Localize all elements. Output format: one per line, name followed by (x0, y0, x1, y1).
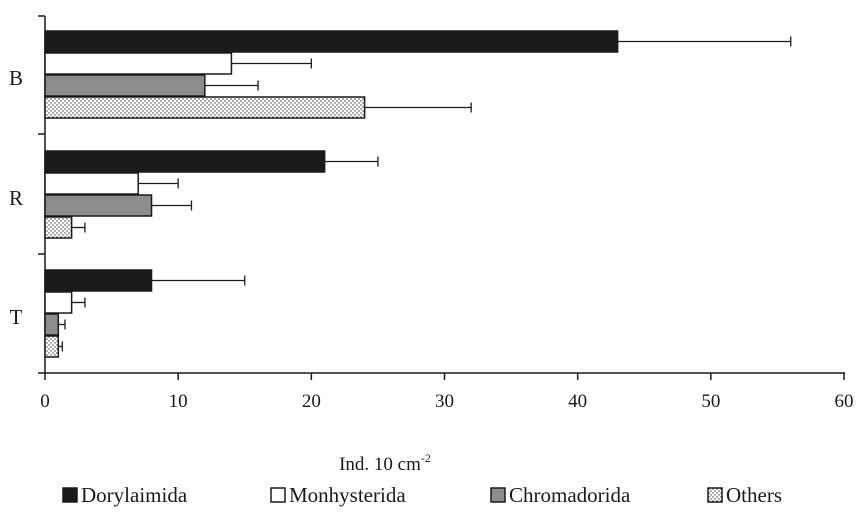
category-label-T: T (10, 305, 23, 329)
bar-monhysterida-T (44, 291, 73, 314)
x-tick-label: 40 (568, 391, 587, 412)
x-tick-label: 10 (169, 391, 188, 412)
x-tick-label: 30 (435, 391, 454, 412)
bar-chromadorida-B (44, 74, 206, 97)
legend-label-chromadorida: Chromadorida (509, 483, 631, 507)
bar-dorylaimida-R (44, 150, 326, 173)
bar-others-B (44, 96, 366, 119)
bar-others-T (44, 335, 60, 358)
legend-swatch-monhysterida (270, 487, 286, 503)
bar-others-R (44, 216, 73, 239)
x-axis-title: Ind. 10 cm-2 (339, 451, 431, 475)
legend: Dorylaimida Monhysterida Chromadorida Other… (62, 483, 782, 507)
bar-dorylaimida-T (44, 269, 153, 292)
x-tick-label: 20 (302, 391, 321, 412)
category-label-R: R (9, 186, 23, 210)
legend-label-monhysterida: Monhysterida (289, 483, 406, 507)
legend-swatch-chromadorida (490, 487, 506, 503)
x-tick-label: 60 (835, 391, 854, 412)
bar-chromadorida-R (44, 194, 153, 217)
bar-monhysterida-R (44, 172, 139, 195)
legend-swatch-others (707, 487, 723, 503)
legend-label-dorylaimida: Dorylaimida (81, 483, 188, 507)
x-axis-title-superscript: -2 (421, 451, 431, 465)
x-tick-label: 0 (40, 391, 50, 412)
plot-area: 0 10 20 30 40 50 60 B R T (9, 15, 854, 412)
bar-dorylaimida-B (44, 30, 619, 53)
bar-monhysterida-B (44, 52, 233, 75)
x-tick-label: 50 (701, 391, 720, 412)
legend-label-others: Others (726, 483, 782, 507)
legend-swatch-dorylaimida (62, 487, 78, 503)
category-label-B: B (9, 66, 23, 90)
bar-chromadorida-T (44, 313, 60, 336)
